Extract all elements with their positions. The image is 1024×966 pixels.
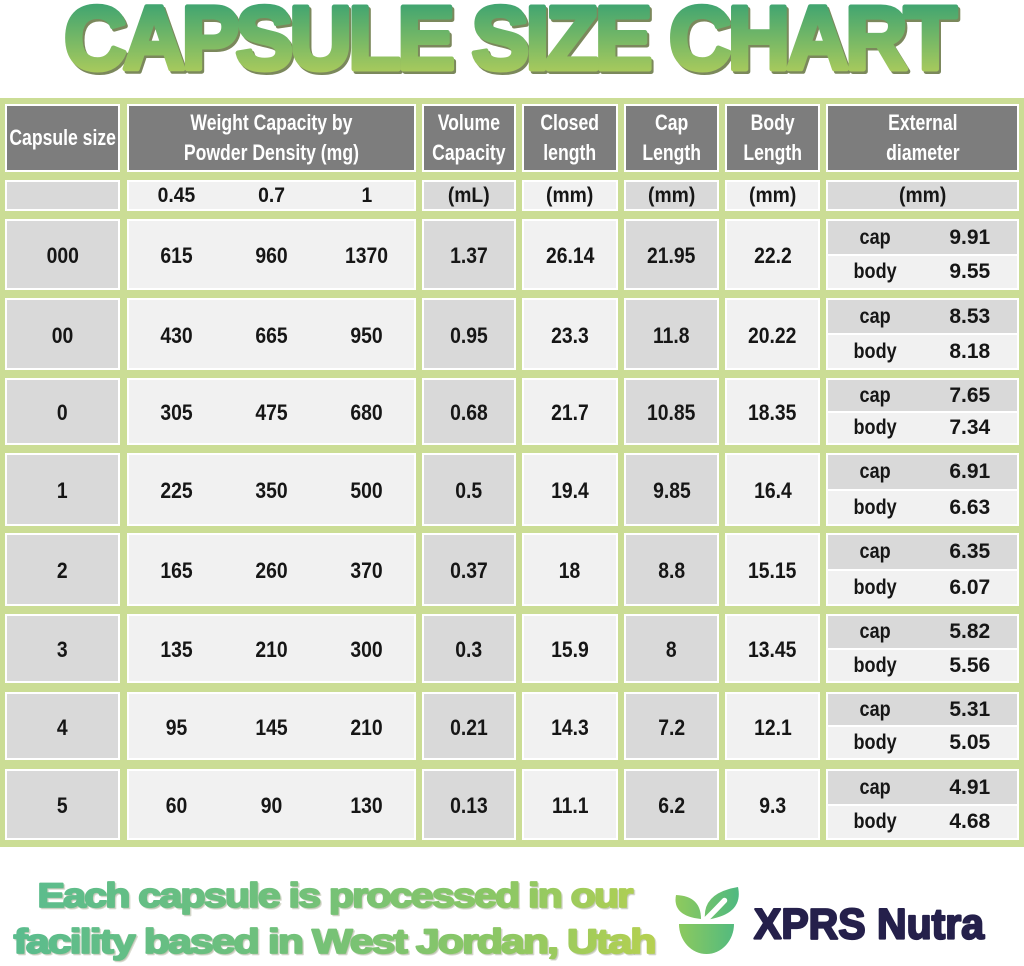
svg-text:facility based in West Jordan,: facility based in West Jordan, Utah bbox=[14, 923, 655, 961]
svg-text:CAPSULE SIZE CHART: CAPSULE SIZE CHART bbox=[64, 0, 957, 89]
svg-text:facility based in West Jordan,: facility based in West Jordan, Utah bbox=[15, 925, 656, 963]
svg-text:Each capsule is processed in o: Each capsule is processed in our bbox=[39, 879, 635, 917]
svg-text:XPRS Nutra: XPRS Nutra bbox=[754, 901, 985, 949]
svg-text:Each capsule is processed in o: Each capsule is processed in our bbox=[38, 877, 634, 915]
svg-text:CAPSULE SIZE CHART: CAPSULE SIZE CHART bbox=[66, 0, 959, 92]
